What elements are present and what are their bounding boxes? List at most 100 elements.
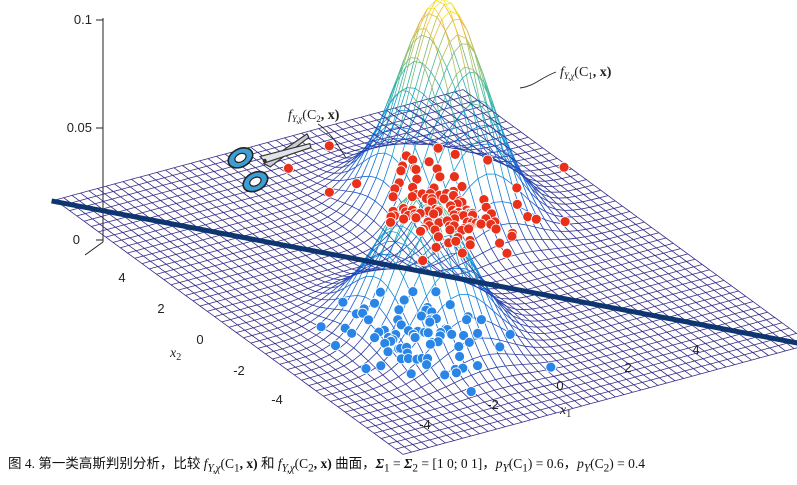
mesh-line — [437, 49, 448, 68]
mesh-line — [428, 0, 437, 14]
mesh-line — [626, 376, 636, 380]
mesh-line — [642, 328, 652, 332]
mesh-line — [661, 362, 670, 369]
caption-mid: 曲面， — [331, 456, 376, 471]
mesh-line — [678, 306, 687, 313]
mesh-line — [647, 298, 657, 302]
mesh-line — [592, 385, 602, 389]
scissors-icon — [227, 132, 312, 193]
mesh-line — [625, 333, 635, 337]
mesh-line — [399, 425, 408, 432]
mesh-line — [566, 395, 575, 402]
mesh-line — [534, 149, 542, 156]
mesh-line — [342, 226, 350, 232]
mesh-line — [358, 196, 369, 211]
mesh-line — [586, 271, 596, 275]
mesh-line — [570, 173, 580, 177]
mesh-line — [581, 403, 591, 407]
mesh-line — [237, 322, 247, 326]
mesh-line — [627, 369, 637, 373]
mesh-line — [641, 234, 651, 238]
mesh-line — [369, 114, 378, 121]
mesh-line — [321, 203, 330, 208]
mesh-line — [617, 284, 626, 288]
mesh-line — [596, 263, 605, 270]
mesh-line — [246, 220, 255, 227]
mesh-line — [484, 105, 493, 112]
mesh-line — [686, 258, 696, 262]
mesh-line — [438, 113, 447, 143]
caption-sigma1-sub: 1 — [384, 462, 390, 475]
caption-p1-argsub: 1 — [522, 462, 528, 475]
mesh-line — [162, 233, 172, 237]
mesh-line — [486, 288, 494, 294]
mesh-line — [160, 251, 168, 258]
mesh-line — [550, 346, 558, 354]
mesh-line — [285, 180, 294, 187]
mesh-line — [364, 391, 373, 398]
mesh-line — [285, 324, 294, 331]
mesh-line — [294, 317, 304, 323]
mesh-line — [350, 295, 358, 297]
mesh-line — [774, 317, 783, 324]
mesh-line — [323, 287, 332, 289]
mesh-line — [773, 322, 783, 326]
mesh-line — [220, 275, 230, 279]
mesh-line — [576, 236, 585, 239]
mesh-line — [190, 213, 199, 220]
mesh-line — [638, 300, 648, 304]
class2-point — [463, 336, 475, 348]
mesh-line — [227, 187, 236, 191]
class1-point — [323, 140, 335, 152]
mesh-line — [671, 352, 680, 359]
mesh-line — [176, 200, 185, 204]
mesh-line — [509, 146, 519, 150]
mesh-line — [91, 226, 99, 233]
mesh-line — [303, 361, 313, 366]
mesh-line — [385, 96, 395, 127]
mesh-line — [452, 268, 462, 278]
mesh-line — [447, 425, 457, 429]
mesh-line — [622, 256, 630, 263]
mesh-line — [335, 123, 344, 130]
mesh-line — [561, 280, 570, 287]
mesh-line — [518, 144, 528, 148]
mesh-line — [110, 204, 120, 208]
mesh-line — [388, 443, 397, 450]
mesh-line — [138, 181, 148, 185]
mesh-line — [218, 191, 227, 198]
mesh-line — [395, 446, 405, 450]
mesh-line — [659, 275, 668, 282]
mesh-line — [105, 183, 115, 187]
mesh-line — [552, 282, 561, 289]
mesh-line — [539, 314, 548, 321]
mesh-line — [323, 242, 332, 249]
mesh-line — [467, 151, 475, 154]
mesh-line — [761, 349, 769, 356]
mesh-line — [414, 373, 424, 380]
mesh-line — [286, 274, 294, 281]
mesh-line — [280, 262, 288, 268]
mesh-line — [130, 184, 139, 188]
mesh-line — [727, 359, 735, 366]
mesh-line — [578, 326, 586, 333]
x1-tick-neg4: -4 — [419, 417, 431, 432]
mesh-line — [235, 288, 243, 295]
mesh-line — [281, 203, 290, 210]
mesh-line — [550, 191, 559, 199]
mesh-line — [109, 213, 118, 220]
mesh-line — [271, 211, 281, 215]
mesh-line — [740, 324, 750, 328]
mesh-line — [374, 379, 382, 386]
mesh-line — [267, 287, 276, 293]
mesh-line — [568, 230, 578, 232]
mesh-line — [596, 212, 605, 219]
mesh-line — [91, 223, 100, 227]
mesh-line — [152, 243, 162, 247]
mesh-line — [693, 264, 703, 268]
mesh-line — [608, 238, 617, 245]
mesh-line — [611, 271, 620, 275]
mesh-line — [650, 379, 659, 386]
mesh-line — [641, 287, 650, 294]
mesh-line — [342, 128, 351, 135]
